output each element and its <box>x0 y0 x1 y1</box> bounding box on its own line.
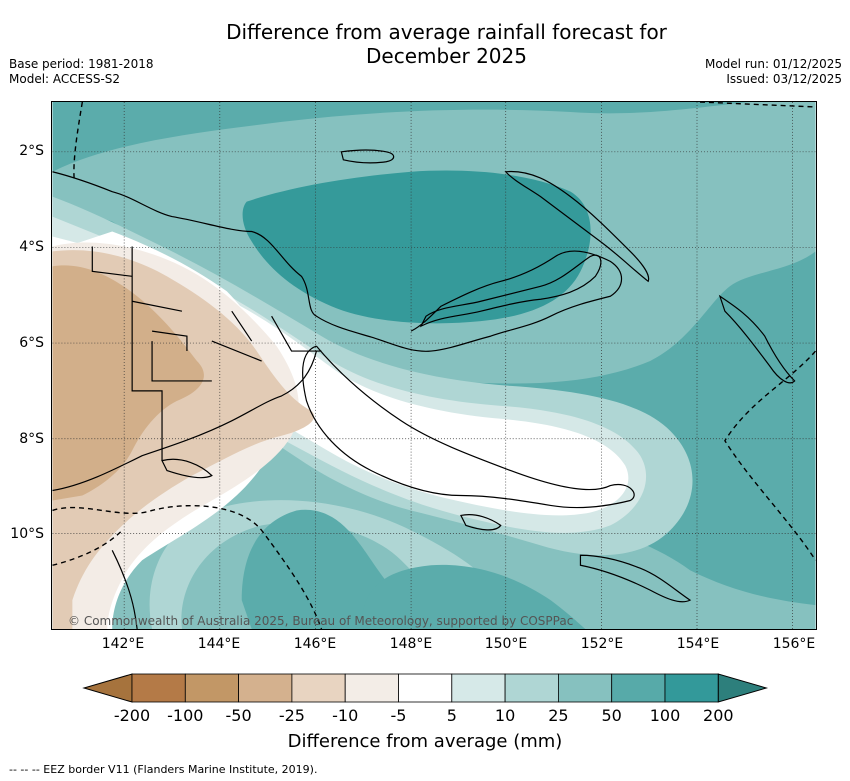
colorbar <box>82 673 769 703</box>
y-tick-label: 8°S <box>19 431 44 447</box>
model-run-text: Model run: 01/12/2025 <box>704 57 842 71</box>
colorbar-tick-label: 100 <box>649 706 681 725</box>
south-coast <box>52 350 318 492</box>
colorbar-tick-label: -10 <box>332 706 359 725</box>
x-tick-label: 148°E <box>389 636 433 652</box>
contour-teal-4-se <box>361 564 586 629</box>
cape-york <box>111 550 138 629</box>
colorbar-extend-low <box>82 673 133 703</box>
eez-legend-note: -- -- -- EEZ border V11 (Flanders Marine… <box>9 763 318 776</box>
contour-teal-5 <box>242 170 591 324</box>
torres-islands <box>161 458 213 479</box>
colorbar-tick-label: 10 <box>494 706 516 725</box>
colorbar-tick-label: -25 <box>278 706 305 725</box>
louisiade-islands <box>579 554 692 603</box>
base-period-text: Base period: 1981-2018 <box>9 57 154 71</box>
colorbar-cell <box>557 673 613 703</box>
x-tick-label: 156°E <box>772 636 816 652</box>
y-tick-label: 6°S <box>19 335 44 351</box>
colorbar-cell <box>611 673 666 703</box>
contour-brown-dark <box>52 265 204 501</box>
issued-text: Issued: 03/12/2025 <box>726 72 842 86</box>
colorbar-cell <box>504 673 559 703</box>
model-text: Model: ACCESS-S2 <box>9 72 121 86</box>
x-tick-label: 146°E <box>293 636 337 652</box>
colorbar-tick-label: 5 <box>446 706 457 725</box>
colorbar-extend-high <box>717 673 769 703</box>
meta-right: Model run: 01/12/2025 Issued: 03/12/2025 <box>705 57 842 87</box>
x-tick-label: 154°E <box>676 636 720 652</box>
colorbar-cell <box>291 673 346 703</box>
papuan-peninsula <box>302 345 635 509</box>
graticule <box>52 102 816 629</box>
colorbar-tick-label: 25 <box>548 706 569 725</box>
manus-island <box>340 149 395 164</box>
rainfall-map <box>51 101 817 630</box>
colorbar-cell <box>398 673 453 703</box>
x-tick-label: 152°E <box>580 636 624 652</box>
y-tick-label: 2°S <box>19 143 44 159</box>
meta-left: Base period: 1981-2018 Model: ACCESS-S2 <box>9 57 154 87</box>
colorbar-tick-label: 200 <box>703 706 734 725</box>
colorbar-cell <box>184 673 240 703</box>
new-britain <box>419 254 602 328</box>
x-tick-label: 144°E <box>197 636 241 652</box>
new-ireland <box>504 170 650 283</box>
colorbar-cells <box>82 673 769 703</box>
colorbar-cell <box>238 673 293 703</box>
colorbar-tick-label: 50 <box>601 706 622 725</box>
new-guinea-coast <box>52 171 623 352</box>
chart-title: Difference from average rainfall forecas… <box>0 20 850 68</box>
dentrecasteaux <box>460 514 502 531</box>
x-tick-label: 150°E <box>484 636 528 652</box>
eez-borders <box>52 102 816 629</box>
colorbar-tick-label: -200 <box>113 706 151 725</box>
colorbar-cell <box>664 673 719 703</box>
x-tick-label: 142°E <box>101 636 145 652</box>
colorbar-cell <box>344 673 399 703</box>
y-tick-label: 4°S <box>19 239 44 255</box>
colorbar-tick-label: -100 <box>167 706 204 725</box>
colorbar-tick-label: -5 <box>390 706 407 725</box>
copyright-text: © Commonwealth of Australia 2025, Bureau… <box>68 614 574 628</box>
colorbar-cell <box>131 673 186 703</box>
png-border <box>131 246 163 461</box>
colorbar-tick-label: -50 <box>225 706 252 725</box>
y-tick-label: 10°S <box>10 526 44 542</box>
title-line-1: Difference from average rainfall forecas… <box>226 20 667 44</box>
land-outlines <box>52 149 796 629</box>
colorbar-cell <box>451 673 506 703</box>
rainfall-contours <box>52 102 816 629</box>
colorbar-title: Difference from average (mm) <box>287 731 563 752</box>
title-line-2: December 2025 <box>366 44 527 68</box>
bougainville <box>718 294 796 384</box>
province-lines <box>91 246 322 382</box>
